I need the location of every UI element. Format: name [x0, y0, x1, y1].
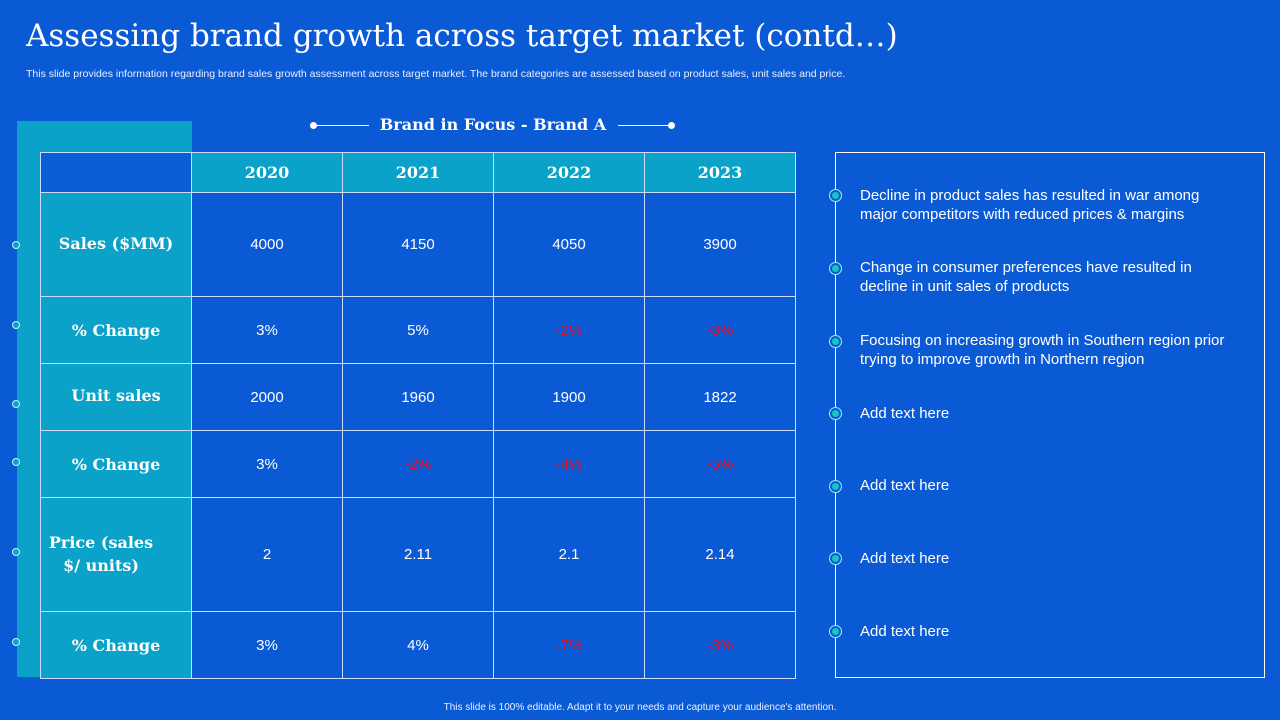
bullet-dot-icon: [830, 553, 841, 564]
brand-focus-label: Brand in Focus - Brand A: [310, 113, 676, 137]
year-header: 2023: [644, 152, 796, 193]
note-item: Decline in product sales has resulted in…: [860, 187, 1200, 223]
row-marker-dot-icon: [12, 400, 20, 408]
row-label: % Change: [40, 430, 192, 498]
table-cell: -4%: [493, 430, 645, 498]
slide-title: Assessing brand growth across target mar…: [26, 18, 898, 54]
table-cell: 1960: [342, 363, 494, 431]
year-header: 2022: [493, 152, 645, 193]
year-header: 2020: [191, 152, 343, 193]
table-cell: 4000: [191, 192, 343, 297]
row-marker-dot-icon: [12, 321, 20, 329]
bullet-dot-icon: [830, 626, 841, 637]
table-cell: -5%: [644, 430, 796, 498]
brand-growth-table: 2020 2021 2022 2023 Sales ($MM) 4000 415…: [40, 152, 796, 679]
table-cell: 3%: [191, 296, 343, 364]
table-cell: -2%: [342, 430, 494, 498]
table-row: Sales ($MM) 4000 4150 4050 3900: [40, 192, 796, 297]
table-cell: -2%: [493, 296, 645, 364]
bullet-dot-icon: [830, 190, 841, 201]
table-row: Price (sales $/ units) 2 2.11 2.1 2.14: [40, 497, 796, 612]
table-cell: 5%: [342, 296, 494, 364]
slide-footer: This slide is 100% editable. Adapt it to…: [443, 702, 837, 713]
year-header: 2021: [342, 152, 494, 193]
bullet-dot-icon: [830, 263, 841, 274]
row-label: % Change: [40, 611, 192, 679]
table-cell: -7%: [493, 611, 645, 679]
table-header-row: 2020 2021 2022 2023: [40, 152, 796, 193]
table-corner-cell: [40, 152, 192, 193]
table-cell: 3%: [191, 430, 343, 498]
focus-dot-right-icon: [668, 122, 675, 129]
note-item: Add text here: [860, 405, 950, 422]
note-item: Add text here: [860, 550, 950, 567]
table-cell: 2.11: [342, 497, 494, 612]
row-marker-dot-icon: [12, 548, 20, 556]
row-label: Price (sales $/ units): [40, 497, 192, 612]
note-item: Add text here: [860, 477, 950, 494]
row-label: Unit sales: [40, 363, 192, 431]
row-marker-dot-icon: [12, 241, 20, 249]
table-row: % Change 3% 5% -2% -8%: [40, 296, 796, 364]
table-cell: -8%: [644, 296, 796, 364]
focus-line-right: [618, 125, 674, 126]
note-item: Change in consumer preferences have resu…: [860, 259, 1192, 295]
row-marker-dot-icon: [12, 458, 20, 466]
table-cell: 4050: [493, 192, 645, 297]
table-row: % Change 3% 4% -7% -3%: [40, 611, 796, 679]
table-cell: 2000: [191, 363, 343, 431]
bullet-dot-icon: [830, 336, 841, 347]
table-cell: 2: [191, 497, 343, 612]
table-cell: 4%: [342, 611, 494, 679]
table-cell: 2.1: [493, 497, 645, 612]
note-item: Add text here: [860, 623, 950, 640]
table-cell: 3900: [644, 192, 796, 297]
row-marker-dot-icon: [12, 638, 20, 646]
table-cell: -3%: [644, 611, 796, 679]
focus-line-left: [313, 125, 369, 126]
brand-focus-text: Brand in Focus - Brand A: [379, 115, 607, 134]
note-item: Focusing on increasing growth in Souther…: [860, 332, 1225, 368]
row-label: % Change: [40, 296, 192, 364]
bullet-dot-icon: [830, 481, 841, 492]
bullet-dot-icon: [830, 408, 841, 419]
table-cell: 4150: [342, 192, 494, 297]
table-row: % Change 3% -2% -4% -5%: [40, 430, 796, 498]
table-cell: 2.14: [644, 497, 796, 612]
table-cell: 1822: [644, 363, 796, 431]
table-row: Unit sales 2000 1960 1900 1822: [40, 363, 796, 431]
table-cell: 1900: [493, 363, 645, 431]
slide-subtitle: This slide provides information regardin…: [26, 68, 846, 80]
table-cell: 3%: [191, 611, 343, 679]
row-label: Sales ($MM): [40, 192, 192, 297]
